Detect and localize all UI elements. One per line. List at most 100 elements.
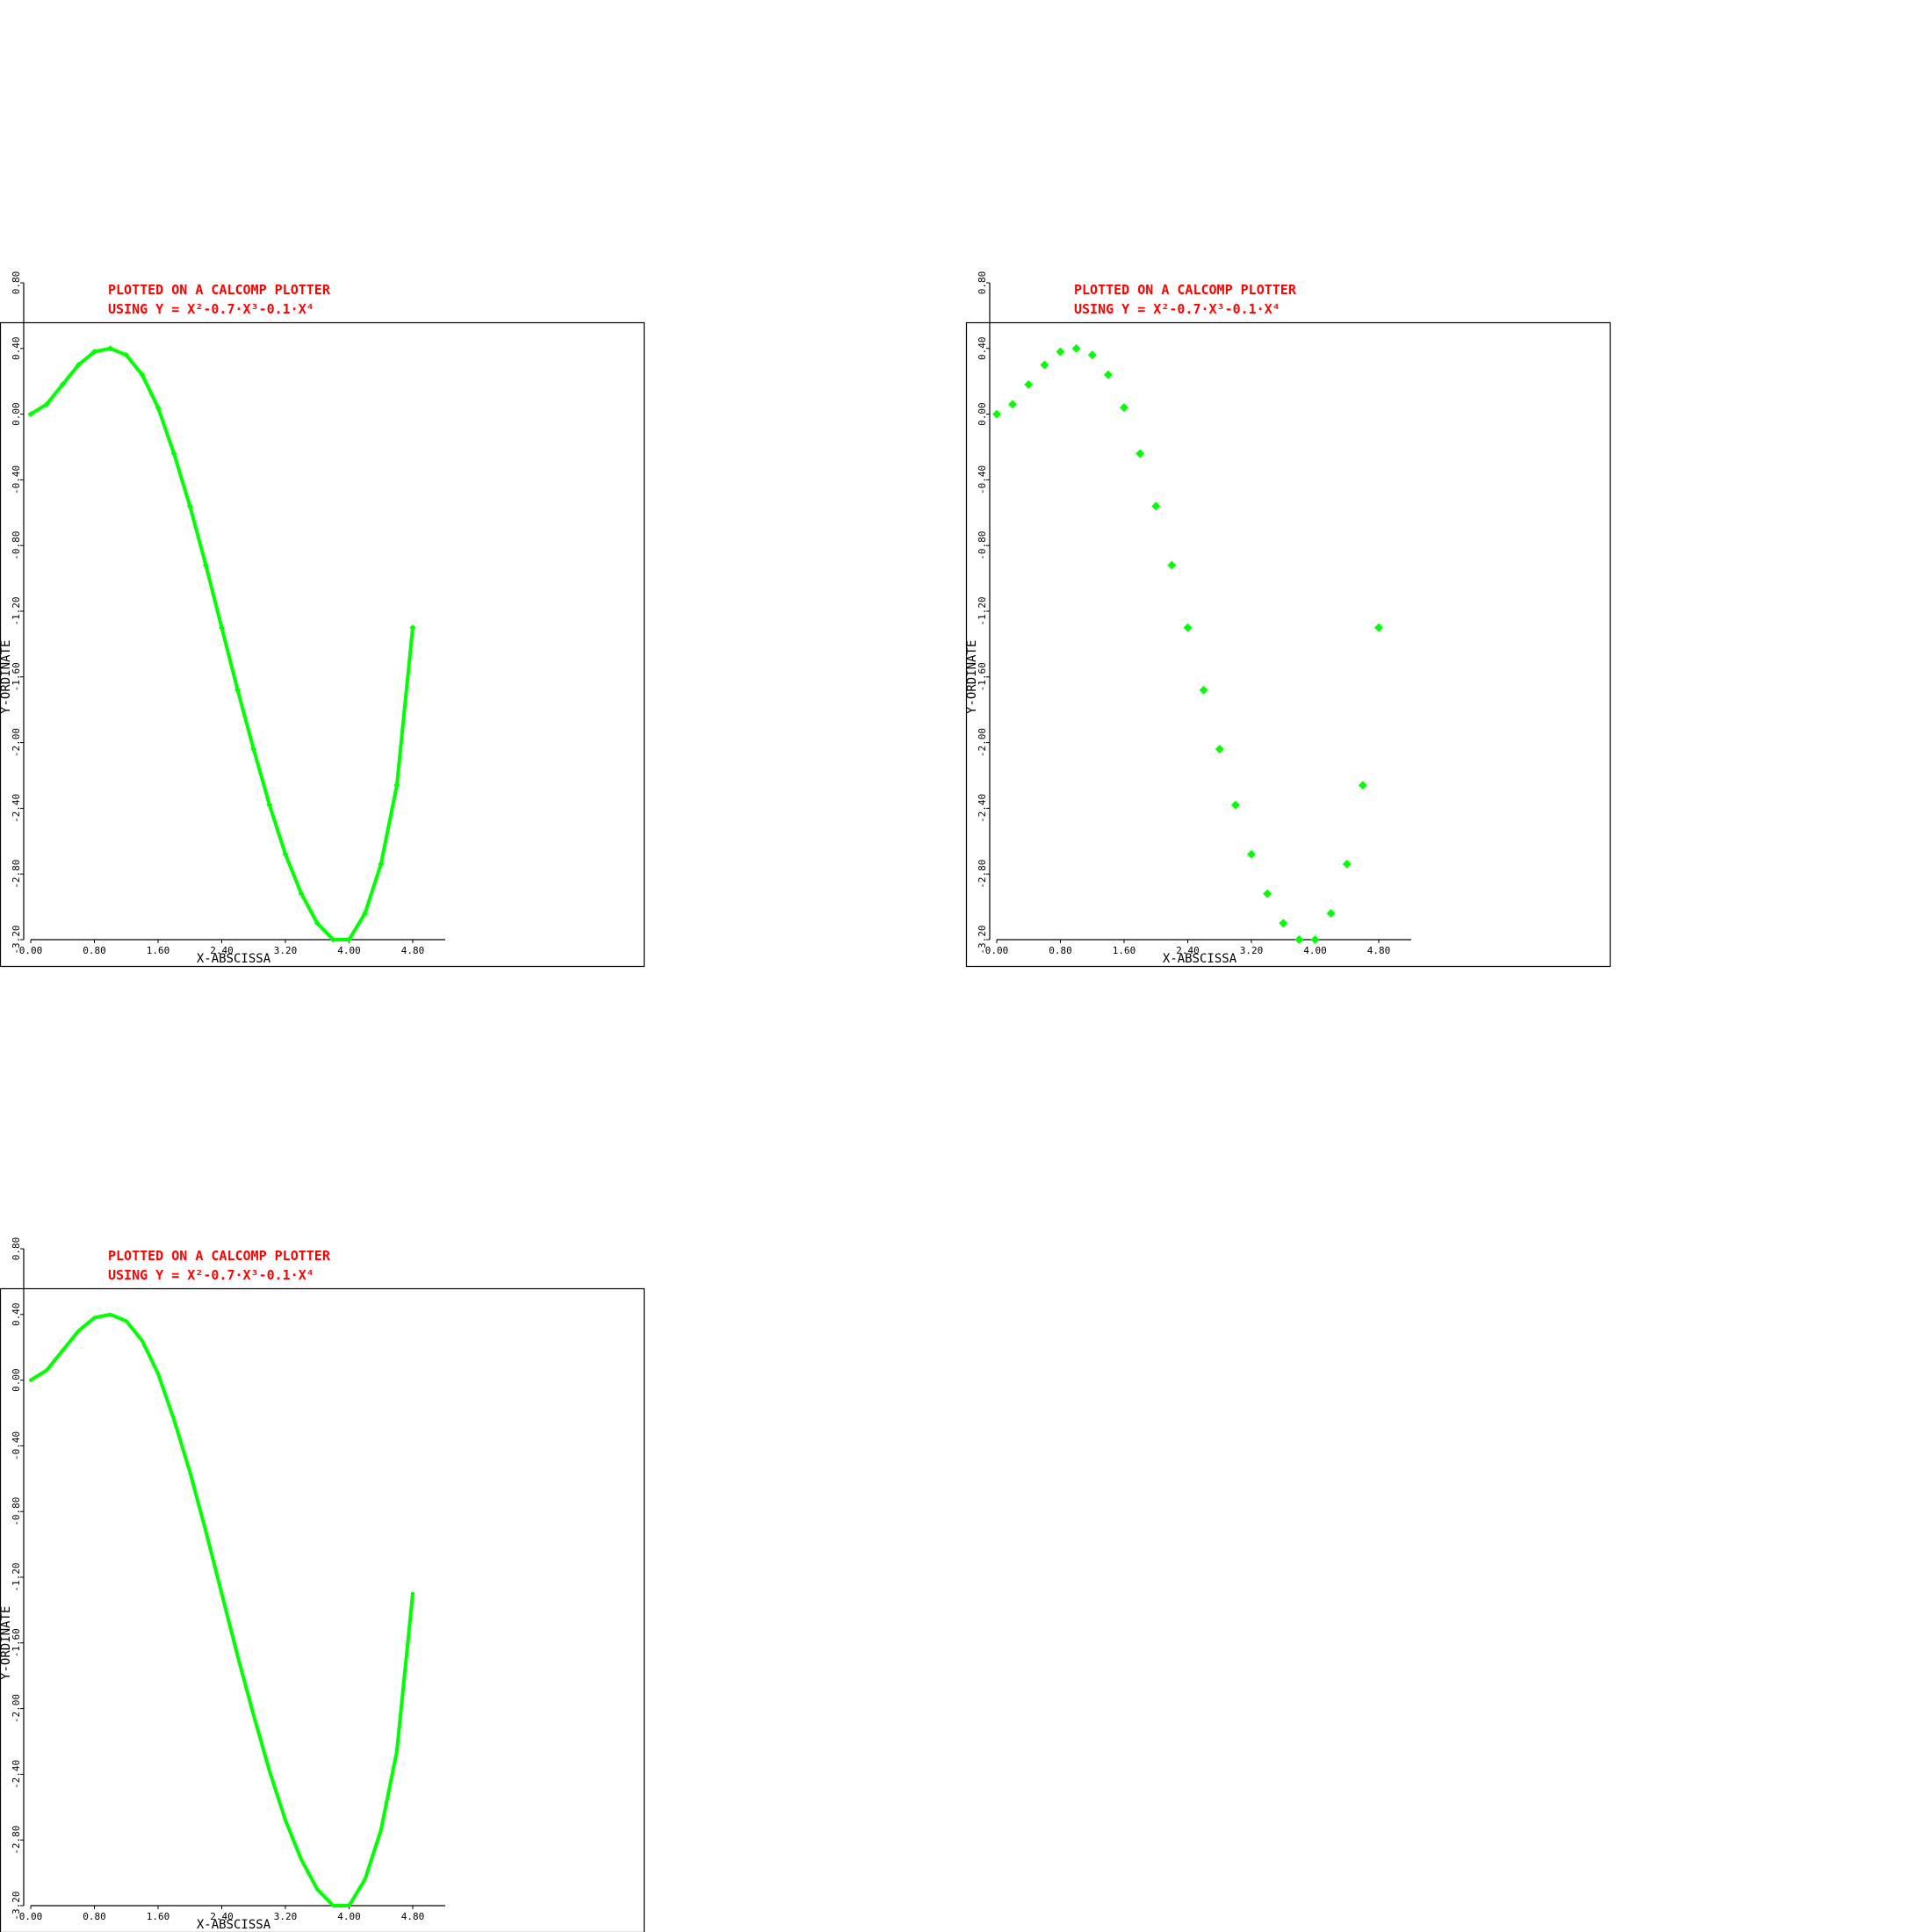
y-tick-label: -1.20 — [11, 1562, 22, 1591]
y-tick-label: -2.40 — [11, 794, 22, 823]
y-tick-label: -2.00 — [977, 728, 988, 757]
y-tick-label: -3.20 — [11, 1891, 22, 1920]
data-point — [1247, 849, 1256, 859]
y-tick-label: -2.80 — [977, 860, 988, 889]
y-tick-label: -1.20 — [11, 596, 22, 625]
y-tick-label: -1.60 — [11, 662, 22, 691]
y-tick-label: 0.00 — [11, 1368, 22, 1392]
y-axis-title: Y-ORDINATE — [0, 1606, 13, 1680]
data-point — [992, 409, 1001, 419]
data-point — [1087, 350, 1097, 360]
data-point — [1374, 623, 1383, 632]
chart-panel-3: 0.00 0.80 1.60 2.40 3.20 4.00 4.80 -3.20 -2.80 -2… — [0, 1237, 645, 1932]
x-tick-label: 2.40 — [1176, 945, 1200, 956]
data-point — [1103, 370, 1113, 379]
x-tick-label: 0.00 — [985, 945, 1009, 956]
y-tick-label: -1.60 — [11, 1628, 22, 1657]
x-tick-label: 3.20 — [1240, 945, 1264, 956]
data-point — [1135, 449, 1145, 458]
y-axis-title: Y-ORDINATE — [0, 640, 13, 714]
x-tick-label: 0.00 — [19, 945, 43, 956]
y-tick-label: -2.80 — [11, 1826, 22, 1855]
chart-subtitle: USING Y = X²-0.7·X³-0.1·X⁴ — [108, 301, 314, 317]
x-tick-label: 4.80 — [401, 1911, 425, 1922]
y-tick-label: -2.00 — [11, 728, 22, 757]
x-tick-label: 4.00 — [337, 1911, 361, 1922]
data-point — [1294, 935, 1304, 944]
chart-title: PLOTTED ON A CALCOMP PLOTTER — [108, 1248, 331, 1264]
data-point — [1167, 560, 1177, 570]
x-tick-label: 3.20 — [274, 1911, 298, 1922]
data-point — [1263, 889, 1272, 898]
data-point — [1024, 379, 1034, 389]
data-point — [43, 400, 50, 407]
data-point — [1310, 935, 1320, 944]
x-tick-label: 4.00 — [1303, 945, 1327, 956]
data-point — [1215, 745, 1224, 754]
y-tick-label: 0.80 — [977, 271, 988, 295]
y-tick-label: -0.80 — [11, 531, 22, 560]
data-point — [1183, 623, 1193, 632]
plot-frame — [0, 321, 645, 968]
data-point — [1008, 400, 1018, 409]
data-point — [1071, 343, 1081, 353]
y-tick-label: 0.80 — [11, 1237, 22, 1261]
y-tick-label: 0.00 — [977, 402, 988, 426]
data-point — [378, 861, 385, 868]
y-tick-label: -0.40 — [977, 465, 988, 494]
x-tick-label: 4.80 — [401, 945, 425, 956]
y-tick-label: 0.40 — [11, 1303, 22, 1327]
data-point — [409, 624, 416, 631]
y-tick-label: -2.80 — [11, 860, 22, 889]
chart-panel-1: 0.00 0.80 1.60 2.40 3.20 4.00 4.80 -3.20 -2.80 -2… — [0, 271, 645, 968]
x-tick-label: 0.80 — [83, 945, 106, 956]
y-tick-label: 0.40 — [977, 337, 988, 361]
chart-subtitle: USING Y = X²-0.7·X³-0.1·X⁴ — [1074, 301, 1280, 317]
chart-panel-2: 0.00 0.80 1.60 2.40 3.20 4.00 4.80 -3.20 -2.80 -2… — [965, 271, 1611, 968]
data-point — [1199, 685, 1208, 695]
x-tick-label: 1.60 — [1113, 945, 1136, 956]
x-axis-title: X-ABSCISSA — [197, 1918, 271, 1932]
series-line — [29, 1312, 415, 1907]
x-tick-label: 2.40 — [210, 945, 234, 956]
x-tick-label: 4.80 — [1367, 945, 1391, 956]
x-tick-label: 1.60 — [147, 945, 170, 956]
data-point — [1358, 781, 1367, 790]
y-tick-label: 0.40 — [11, 337, 22, 361]
data-point — [1326, 909, 1336, 919]
x-tick-label: 0.80 — [83, 1911, 106, 1922]
data-point — [1342, 860, 1352, 869]
chart-title: PLOTTED ON A CALCOMP PLOTTER — [108, 282, 331, 298]
x-tick-label: 0.00 — [19, 1911, 43, 1922]
chart-subtitle: USING Y = X²-0.7·X³-0.1·X⁴ — [108, 1267, 314, 1283]
chart-title: PLOTTED ON A CALCOMP PLOTTER — [1074, 282, 1297, 298]
x-tick-label: 3.20 — [274, 945, 298, 956]
data-point — [1040, 360, 1049, 370]
data-point — [139, 371, 146, 378]
x-axis-title: X-ABSCISSA — [197, 952, 271, 966]
y-tick-label: 0.00 — [11, 402, 22, 426]
y-tick-label: -1.60 — [977, 662, 988, 691]
y-tick-label: -0.40 — [11, 465, 22, 494]
y-tick-label: -0.80 — [977, 531, 988, 560]
y-tick-label: -3.20 — [977, 925, 988, 954]
y-tick-label: -1.20 — [977, 596, 988, 625]
y-axis-title: Y-ORDINATE — [965, 640, 979, 714]
x-axis-title: X-ABSCISSA — [1163, 952, 1237, 966]
data-point — [1151, 501, 1161, 511]
y-tick-label: -0.40 — [11, 1431, 22, 1460]
data-point — [1230, 800, 1240, 810]
x-tick-label: 1.60 — [147, 1911, 170, 1922]
data-point — [155, 404, 162, 411]
data-point — [282, 851, 289, 858]
y-tick-label: -2.00 — [11, 1694, 22, 1723]
series-line — [29, 346, 415, 941]
x-tick-label: 2.40 — [210, 1911, 234, 1922]
data-point — [1279, 919, 1288, 928]
x-tick-label: 4.00 — [337, 945, 361, 956]
y-tick-label: -0.80 — [11, 1497, 22, 1526]
data-point — [218, 624, 226, 631]
y-tick-label: -2.40 — [977, 794, 988, 823]
plot-frame — [965, 321, 1611, 968]
